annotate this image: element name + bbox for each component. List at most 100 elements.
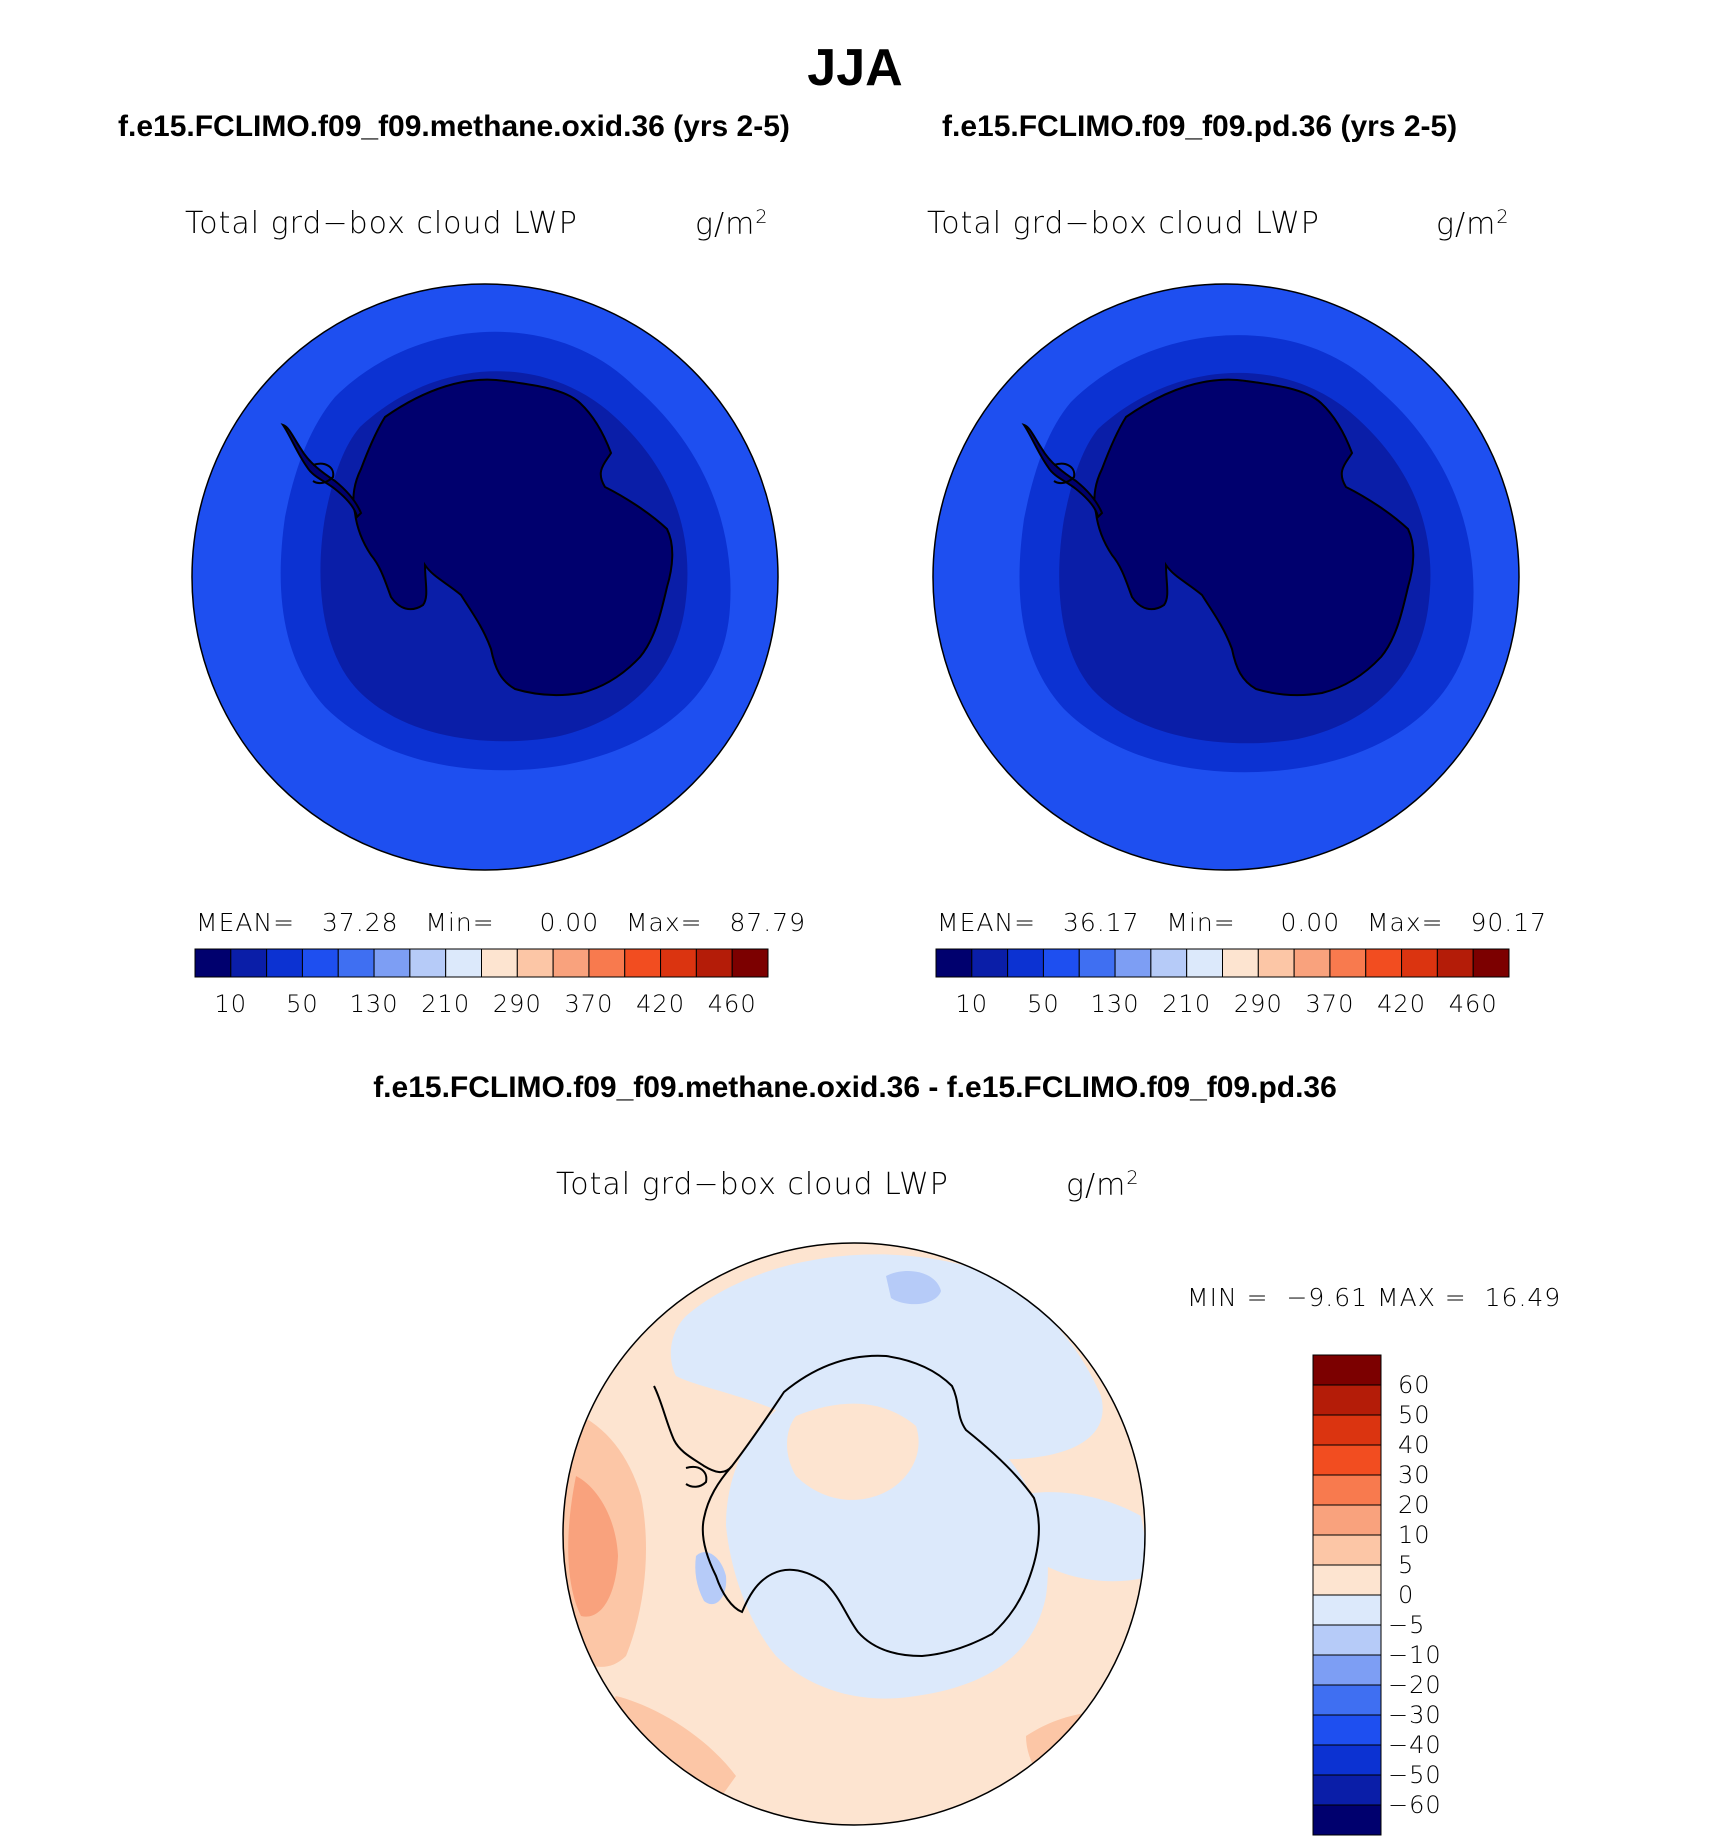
diff-colorbar-tick-label: 60 [1398, 1371, 1431, 1399]
diff-map-border [562, 1242, 1146, 1826]
panel-left-min-value: 0.00 [539, 908, 600, 937]
panel-right-peninsula [1021, 423, 1104, 520]
panel-left-colorbar-box [588, 948, 626, 978]
panel-right-continent [1093, 378, 1415, 697]
panel-left-colorbar-tick-label: 130 [349, 990, 399, 1018]
diff-colorbar-box [1312, 1444, 1382, 1476]
panel-left-colorbar-tick-label: 10 [214, 990, 248, 1018]
diff-colorbar-box [1312, 1534, 1382, 1566]
diff-colorbar-tick-label: −40 [1388, 1731, 1442, 1759]
panel-left-colorbar-box [624, 948, 662, 978]
diff-colorbar-box [1312, 1504, 1382, 1536]
panel-right-variable-label: Total grd−box cloud LWP [927, 206, 1320, 241]
panel-right-colorbar-tick-label: 50 [1027, 990, 1060, 1018]
diff-colorbar-tick-label: −60 [1388, 1791, 1442, 1819]
diff-colorbar-box [1312, 1774, 1382, 1806]
diff-min-value: −9.61 [1286, 1283, 1369, 1312]
diff-units: g/m2 [1066, 1167, 1139, 1203]
panel-right-stats: MEAN= 36.17 Min= 0.00 Max= 90.17 [937, 908, 1547, 937]
panel-left-colorbar-box [337, 948, 375, 978]
panel-right-colorbar-box [1329, 948, 1367, 978]
diff-colorbar-tick-label: −20 [1388, 1671, 1442, 1699]
panel-left-stats: MEAN= 37.28 Min= 0.00 Max= 87.79 [196, 908, 806, 937]
diff-colorbar-box [1312, 1654, 1382, 1686]
panel-right-colorbar-tick-label: 290 [1233, 990, 1283, 1018]
diff-peninsula-outline [653, 1385, 733, 1473]
diff-region-pos-west-strong [568, 1476, 618, 1617]
panel-right-colorbar-box [1114, 948, 1152, 978]
panel-left-variable-label: Total grd−box cloud LWP [185, 206, 578, 241]
panel-left-colorbar-tick-label: 50 [286, 990, 319, 1018]
panel-left-case-title: f.e15.FCLIMO.f09_f09.methane.oxid.36 (yr… [118, 110, 790, 143]
panel-left-colorbar-box [445, 948, 482, 978]
diff-case-title: f.e15.FCLIMO.f09_f09.methane.oxid.36 - f… [373, 1071, 1337, 1104]
diff-colorbar-tick-label: 5 [1398, 1551, 1415, 1579]
panel-left-colorbar-box [552, 948, 590, 978]
panel-right-colorbar-box [1401, 948, 1438, 978]
panel-right-colorbar-tick-label: 370 [1305, 990, 1355, 1018]
panel-left-map [191, 283, 779, 871]
panel-left-colorbar [194, 948, 769, 978]
diff-colorbar [1312, 1354, 1382, 1836]
panel-left-mean-label: MEAN= [196, 908, 296, 937]
panel-right-units-base: g/m [1436, 207, 1497, 242]
diff-max-label: MAX = [1377, 1283, 1467, 1312]
panel-right-ice-shelf [1053, 462, 1076, 485]
panel-left-mean-value: 37.28 [321, 908, 399, 937]
panel-left-max-value: 87.79 [729, 908, 807, 937]
diff-colorbar-box [1312, 1714, 1382, 1746]
panel-right-colorbar-tick-label: 420 [1377, 990, 1426, 1018]
panel-left-colorbar-tick-label: 370 [564, 990, 614, 1018]
panel-left-colorbar-box [516, 948, 554, 978]
diff-region-neg-mid2 [695, 1552, 727, 1605]
panel-left-colorbar-box [230, 948, 268, 978]
diff-continent-outline [701, 1354, 1040, 1658]
panel-right-colorbar-box [971, 948, 1009, 978]
diff-colorbar-tick-label: −30 [1388, 1701, 1442, 1729]
panel-right-colorbar-box [1007, 948, 1044, 978]
panel-right-min-label: Min= [1166, 908, 1236, 937]
panel-left-colorbar-box [481, 948, 518, 978]
panel-left-colorbar-tick-label: 210 [421, 990, 471, 1018]
season-title: JJA [807, 39, 903, 97]
panel-right-colorbar-tick-label: 460 [1448, 990, 1498, 1018]
panel-left-colorbar-box [660, 948, 697, 978]
panel-right-colorbar-box [1078, 948, 1116, 978]
diff-colorbar-tick-label: 30 [1398, 1461, 1431, 1489]
diff-colorbar-tick-label: −5 [1388, 1611, 1426, 1639]
panel-left-continent [352, 378, 674, 697]
diff-colorbar-box [1312, 1624, 1382, 1656]
diff-max-value: 16.49 [1484, 1283, 1562, 1312]
panel-left-colorbar-tick-label: 420 [636, 990, 685, 1018]
diff-colorbar-box [1312, 1354, 1382, 1386]
diff-colorbar-box [1312, 1414, 1382, 1446]
diff-region-neg-mid1 [886, 1271, 941, 1305]
panel-right-colorbar-box [1365, 948, 1403, 978]
diff-colorbar-box [1312, 1804, 1382, 1836]
panel-left-units-base: g/m [695, 207, 756, 242]
panel-right-colorbar-box [1222, 948, 1259, 978]
panel-left-colorbar-box [695, 948, 733, 978]
diff-min-label: MIN = [1187, 1283, 1269, 1312]
diff-colorbar-box [1312, 1474, 1382, 1506]
diff-minmax: MIN = −9.61 MAX = 16.49 [1187, 1283, 1561, 1312]
panel-left-colorbar-box [194, 948, 232, 978]
panel-left-colorbar-tick-label: 460 [707, 990, 757, 1018]
diff-colorbar-ticks: 60 50 40 30 20 10 5 0 −5 −10 −20 −30 −40 −50 −60 [1388, 1355, 1482, 1835]
panel-left-units-exponent: 2 [755, 206, 769, 228]
panel-right-colorbar-box [1436, 948, 1474, 978]
panel-right-colorbar-tick-label: 10 [955, 990, 989, 1018]
panel-left-peninsula [280, 423, 363, 520]
panel-right-min-value: 0.00 [1280, 908, 1341, 937]
panel-left-colorbar-tick-label: 290 [492, 990, 542, 1018]
panel-left-colorbar-box [409, 948, 447, 978]
panel-left-colorbar-ticks: 10 50 130 210 290 370 420 460 [195, 990, 768, 1020]
panel-right-colorbar-tick-label: 130 [1090, 990, 1140, 1018]
diff-colorbar-tick-label: 40 [1398, 1431, 1431, 1459]
diff-colorbar-tick-label: 20 [1398, 1491, 1431, 1519]
panel-right-map-border [932, 283, 1520, 871]
panel-right-colorbar [935, 948, 1510, 978]
panel-right-units-exponent: 2 [1496, 206, 1510, 228]
panel-right-max-label: Max= [1366, 908, 1444, 937]
diff-colorbar-tick-label: 10 [1398, 1521, 1431, 1549]
